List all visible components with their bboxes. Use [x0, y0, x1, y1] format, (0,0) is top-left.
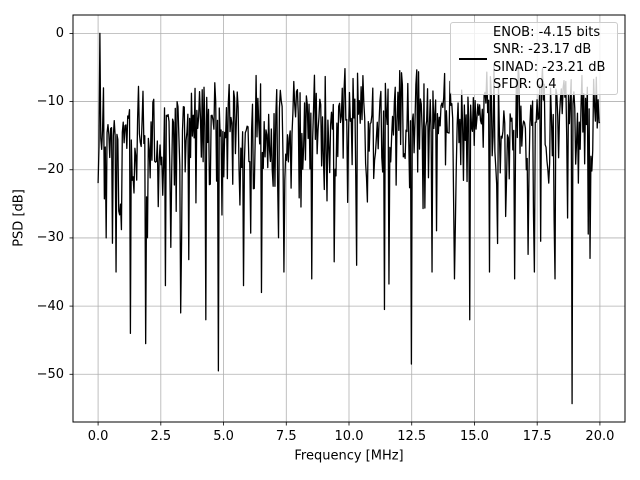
legend-line-sample-icon — [459, 57, 487, 60]
y-tick-label: −20 — [36, 162, 64, 178]
legend-snr-line: SNR: -23.17 dB — [493, 42, 592, 57]
legend-sinad-line: SINAD: -23.21 dB — [493, 59, 606, 75]
x-tick-label: 15.0 — [459, 429, 489, 444]
legend-enob-line: ENOB: -4.15 bits — [493, 24, 601, 40]
x-tick-label: 20.0 — [585, 429, 615, 444]
x-tick-label: 17.5 — [522, 429, 552, 444]
x-tick-label: 0.0 — [87, 429, 109, 444]
legend: ENOB: -4.15 bits SNR: -23.17 dB SINAD: -… — [450, 22, 618, 95]
y-tick-label: −50 — [36, 366, 64, 382]
y-axis-label: PSD [dB] — [11, 189, 27, 247]
x-tick-label: 7.5 — [275, 429, 297, 444]
x-axis-label: Frequency [MHz] — [294, 448, 404, 464]
x-tick-label: 2.5 — [150, 429, 172, 444]
legend-sfdr-line: SFDR: 0.4 — [493, 77, 557, 92]
legend-text: ENOB: -4.15 bits SNR: -23.17 dB SINAD: -… — [493, 24, 605, 94]
y-tick-label: −10 — [36, 94, 64, 110]
y-tick-label: −40 — [36, 298, 64, 314]
x-tick-label: 5.0 — [213, 429, 234, 444]
y-tick-label: −30 — [36, 230, 64, 246]
y-tick-label: 0 — [55, 25, 64, 41]
x-tick-label: 12.5 — [397, 429, 427, 444]
axis-ticks — [69, 33, 601, 426]
legend-handle-wrap — [459, 57, 487, 60]
x-tick-label: 10.0 — [334, 429, 364, 444]
